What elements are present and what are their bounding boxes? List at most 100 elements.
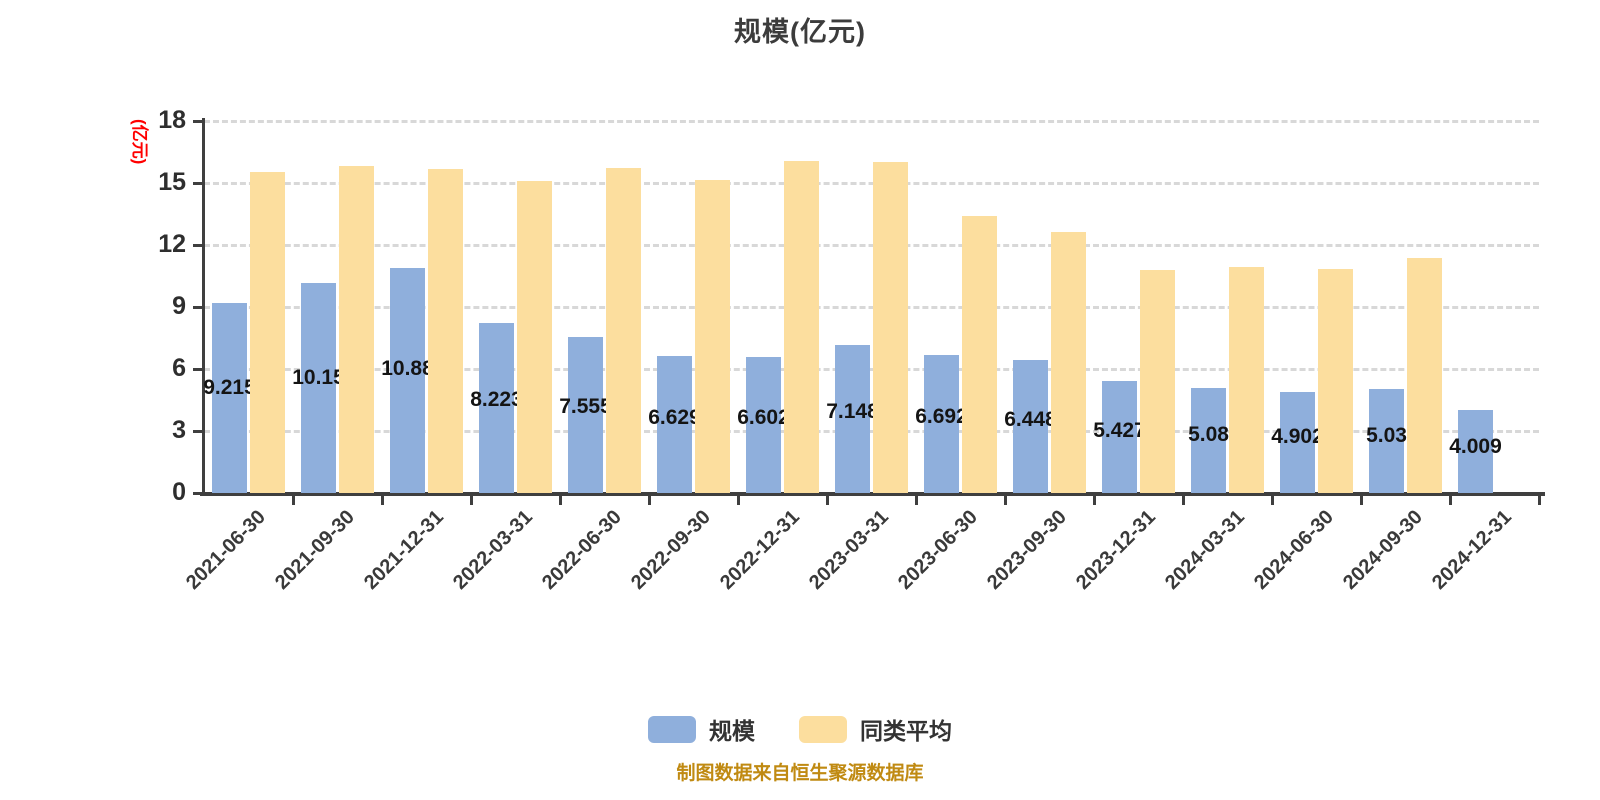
y-tick-label: 9	[172, 292, 186, 320]
gridline	[204, 244, 1539, 247]
y-axis-tick	[193, 430, 204, 433]
x-tick-label: 2023-12-31	[1072, 506, 1161, 594]
x-axis-tick	[291, 495, 295, 505]
x-axis-tick	[1448, 495, 1452, 505]
bar-scale[interactable]	[1369, 389, 1404, 493]
x-axis-tick	[1092, 495, 1096, 505]
y-axis-tick	[193, 492, 204, 495]
bar-value-label: 7.148	[826, 399, 879, 423]
x-axis-line	[200, 492, 1545, 496]
x-tick-label: 2023-09-30	[983, 506, 1072, 594]
gridline	[204, 430, 1539, 433]
bar-peer-average[interactable]	[1318, 268, 1353, 493]
bar-scale[interactable]	[568, 336, 603, 493]
x-axis-tick	[1359, 495, 1363, 505]
legend-swatch-scale	[648, 715, 696, 743]
bar-peer-average[interactable]	[428, 169, 463, 493]
y-axis-tick	[193, 368, 204, 371]
bar-value-label: 10.15	[292, 365, 345, 389]
x-tick-label: 2024-12-31	[1428, 506, 1517, 594]
gridline	[204, 120, 1539, 123]
gridline	[204, 368, 1539, 371]
bar-peer-average[interactable]	[250, 172, 285, 493]
bar-peer-average[interactable]	[339, 166, 374, 493]
bar-scale[interactable]	[1013, 359, 1048, 493]
x-tick-label: 2024-06-30	[1250, 506, 1339, 594]
x-tick-label: 2022-09-30	[627, 506, 716, 594]
y-axis-tick	[193, 244, 204, 247]
bar-value-label: 8.223	[470, 387, 523, 411]
bar-value-label: 9.215	[203, 376, 256, 400]
y-tick-label: 18	[158, 106, 186, 134]
x-tick-label: 2024-03-31	[1161, 506, 1250, 594]
y-tick-label: 6	[172, 354, 186, 382]
y-axis-tick	[193, 182, 204, 185]
x-axis-tick	[736, 495, 740, 505]
legend-item-peer-average[interactable]: 同类平均	[799, 712, 952, 746]
legend-swatch-peer-average	[799, 715, 847, 743]
bar-value-label: 5.427	[1093, 419, 1146, 443]
y-tick-label: 0	[172, 478, 186, 506]
x-axis-tick	[914, 495, 918, 505]
bar-value-label: 6.448	[1004, 407, 1057, 431]
bar-value-label: 6.602	[737, 405, 790, 429]
y-tick-label: 12	[158, 230, 186, 258]
legend-item-scale[interactable]: 规模	[648, 712, 755, 746]
x-axis-tick	[825, 495, 829, 505]
x-tick-label: 2022-12-31	[716, 506, 805, 594]
bar-peer-average[interactable]	[1407, 258, 1442, 493]
bar-peer-average[interactable]	[1051, 231, 1086, 493]
bar-value-label: 7.555	[559, 395, 612, 419]
bar-peer-average[interactable]	[1140, 269, 1175, 493]
bar-scale[interactable]	[390, 268, 425, 493]
bar-peer-average[interactable]	[962, 216, 997, 493]
x-tick-label: 2021-09-30	[271, 506, 360, 594]
x-tick-label: 2024-09-30	[1339, 506, 1428, 594]
y-axis-tick	[193, 120, 204, 123]
bar-scale[interactable]	[301, 283, 336, 493]
bar-scale[interactable]	[657, 356, 692, 493]
bar-peer-average[interactable]	[784, 161, 819, 493]
bar-scale[interactable]	[746, 356, 781, 493]
x-tick-label: 2023-03-31	[805, 506, 894, 594]
y-axis-line	[202, 118, 205, 496]
legend: 规模 同类平均	[0, 712, 1600, 746]
legend-label-scale: 规模	[709, 718, 755, 744]
bar-peer-average[interactable]	[606, 167, 641, 493]
x-axis-tick	[469, 495, 473, 505]
gridline	[204, 306, 1539, 309]
bar-scale[interactable]	[1102, 380, 1137, 493]
bar-peer-average[interactable]	[873, 161, 908, 493]
bar-scale[interactable]	[835, 345, 870, 493]
bar-value-label: 5.03	[1366, 423, 1407, 447]
bar-scale[interactable]	[924, 354, 959, 493]
x-axis-tick	[1003, 495, 1007, 505]
x-axis-tick	[1181, 495, 1185, 505]
bar-peer-average[interactable]	[1229, 267, 1264, 493]
x-tick-label: 2023-06-30	[894, 506, 983, 594]
x-axis-tick	[1270, 495, 1274, 505]
bar-scale[interactable]	[1280, 391, 1315, 493]
y-axis-tick	[193, 306, 204, 309]
legend-label-peer-average: 同类平均	[860, 718, 952, 744]
x-tick-label: 2022-03-31	[449, 506, 538, 594]
x-tick-label: 2021-12-31	[360, 506, 449, 594]
bar-value-label: 5.08	[1188, 423, 1229, 447]
bar-value-label: 4.902	[1271, 425, 1324, 449]
bar-scale[interactable]	[212, 302, 247, 493]
bar-scale[interactable]	[479, 323, 514, 493]
x-axis-tick	[647, 495, 651, 505]
gridline	[204, 182, 1539, 185]
bar-value-label: 10.88	[381, 357, 434, 381]
bar-value-label: 6.629	[648, 405, 701, 429]
bar-value-label: 6.692	[915, 404, 968, 428]
bar-scale[interactable]	[1458, 410, 1493, 493]
bar-scale[interactable]	[1191, 388, 1226, 493]
bar-peer-average[interactable]	[517, 180, 552, 493]
x-axis-tick	[380, 495, 384, 505]
data-source-note: 制图数据来自恒生聚源数据库	[676, 763, 924, 784]
bar-peer-average[interactable]	[695, 179, 730, 493]
x-axis-tick	[1537, 495, 1541, 505]
y-tick-label: 15	[158, 168, 186, 196]
